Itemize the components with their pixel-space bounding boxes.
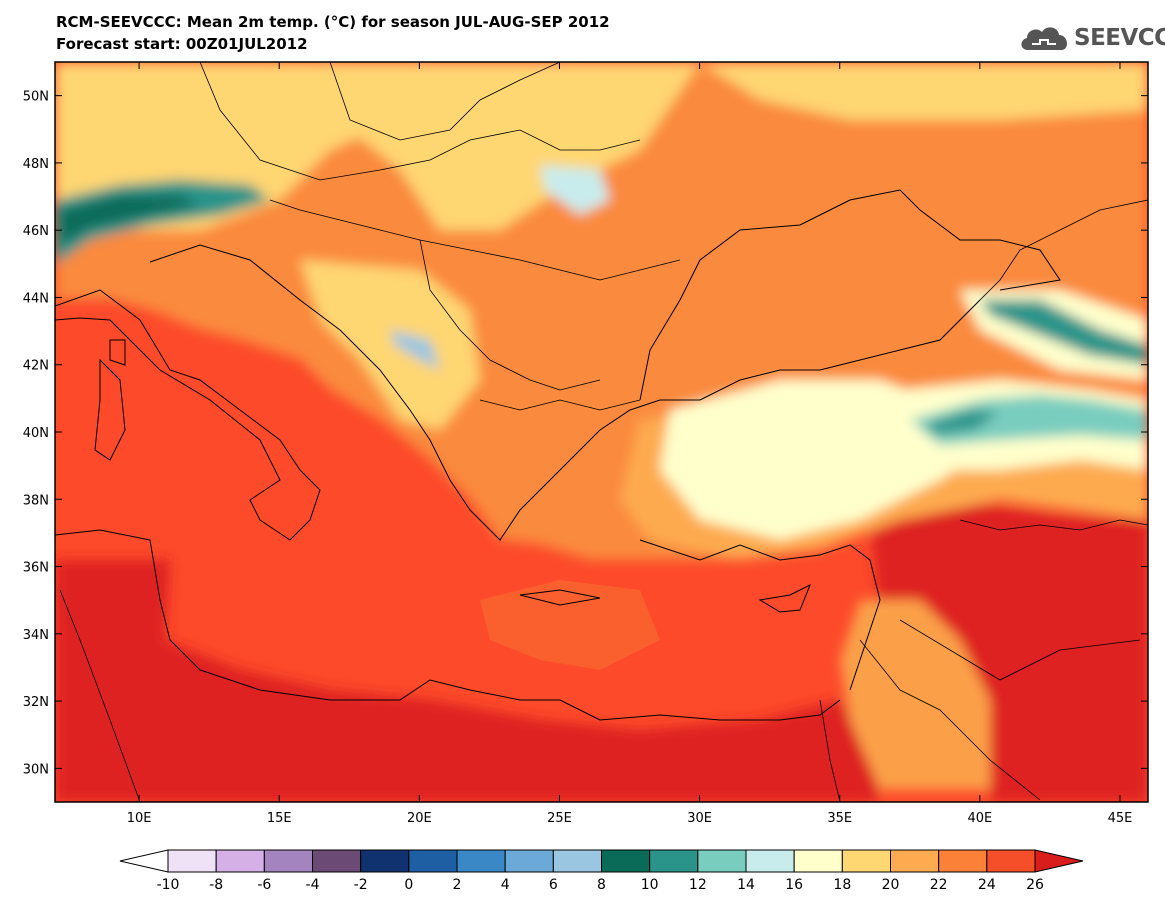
lat-tick-label: 38N [23,493,49,508]
colorbar-swatch [601,849,651,873]
colorbar-swatch [263,849,314,873]
colorbar-swatch [312,849,362,873]
colorbar-label: 6 [549,877,558,893]
lon-tick-label: 40E [967,811,992,826]
land-middle-east-cooler [840,600,990,790]
lat-tick-label: 30N [23,762,49,777]
colorbar-label: -8 [209,877,223,893]
colorbar-label: 14 [737,877,755,893]
lon-tick-label: 10E [127,811,152,826]
lon-tick-label: 35E [827,811,852,826]
colorbar-swatch [456,849,506,873]
colorbar-label: -10 [157,877,180,893]
colorbar-label: 8 [597,877,606,893]
colorbar-swatch [986,849,1036,873]
colorbar-swatch [793,849,843,873]
lon-tick-label: 45E [1108,811,1133,826]
lat-tick-label: 36N [23,561,49,576]
colorbar-label: 18 [833,877,851,893]
colorbar-label: 20 [882,877,900,893]
colorbar-swatch [360,849,410,873]
lat-tick-label: 48N [23,157,49,172]
colorbar-label: -6 [257,877,271,893]
colorbar-label: 2 [453,877,462,893]
colorbar-swatch [552,849,602,873]
cold-region-caucasus [980,300,1148,365]
lat-tick-label: 34N [23,628,49,643]
cloud-icon [1021,27,1068,50]
colorbar-label: 26 [1026,877,1044,893]
colorbar-label: 4 [501,877,510,893]
colorbar: -10 -8 -6 -4 -2 0 2 4 6 8 10 12 14 16 18 20 22 24 26 [119,849,1084,893]
pale-region-carpathians [330,62,700,230]
lon-tick-label: 25E [547,811,572,826]
title-line-2: Forecast start: 00Z01JUL2012 [56,35,308,53]
lat-tick-label: 46N [23,224,49,239]
colorbar-label: 0 [404,877,413,893]
colorbar-label: 10 [641,877,659,893]
lat-tick-label: 44N [23,291,49,306]
lat-tick-label: 50N [23,90,49,105]
colorbar-min-arrow [119,849,169,873]
lat-tick-label: 32N [23,695,49,710]
colorbar-swatch [408,849,458,873]
cool-region-carpathians [540,165,610,215]
lat-tick-label: 42N [23,359,49,374]
cold-region-eastern-anatolia-core [925,410,1000,435]
colorbar-swatch [649,849,699,873]
lon-tick-label: 15E [267,811,292,826]
cool-region-dinaric [390,330,440,370]
colorbar-label: 24 [978,877,996,893]
latitude-ticks: 30N 32N 34N 36N 38N 40N 42N 44N 46N 48N 50N [23,90,1148,777]
temperature-field [55,62,1148,802]
colorbar-label: 12 [689,877,707,893]
title-line-1: RCM-SEEVCCC: Mean 2m temp. (°C) for seas… [56,13,610,31]
colorbar-swatch [841,849,891,873]
colorbar-max-arrow [1034,849,1084,873]
seevccc-logo: SEEVCCC [1018,22,1165,56]
coastlines [55,189,1061,721]
colorbar-swatch [745,849,795,873]
lat-tick-label: 40N [23,426,49,441]
hot-region-north-africa [55,560,880,802]
colorbar-swatch [938,849,988,873]
colorbar-swatch [890,849,940,873]
sea-patch-aegean [480,580,660,670]
cold-region-eastern-anatolia [910,395,1148,445]
colorbar-label: 16 [785,877,803,893]
hot-region-middle-east [870,500,1148,802]
longitude-ticks: 10E 15E 20E 25E 30E 35E 40E 45E [127,62,1133,826]
colorbar-swatch [167,849,217,873]
country-borders [59,62,1148,802]
lon-tick-label: 20E [407,811,432,826]
colorbar-swatch [697,849,747,873]
colorbar-label: -4 [306,877,320,893]
colorbar-label: -2 [354,877,368,893]
lon-tick-label: 30E [687,811,712,826]
pale-region-balkans [300,260,480,430]
logo-text: SEEVCCC [1074,25,1165,51]
pale-region-ukraine [700,62,1148,120]
colorbar-label: 22 [930,877,948,893]
colorbar-swatch [504,849,554,873]
colorbar-swatch [215,849,265,873]
cold-region-alps-core [60,195,200,245]
